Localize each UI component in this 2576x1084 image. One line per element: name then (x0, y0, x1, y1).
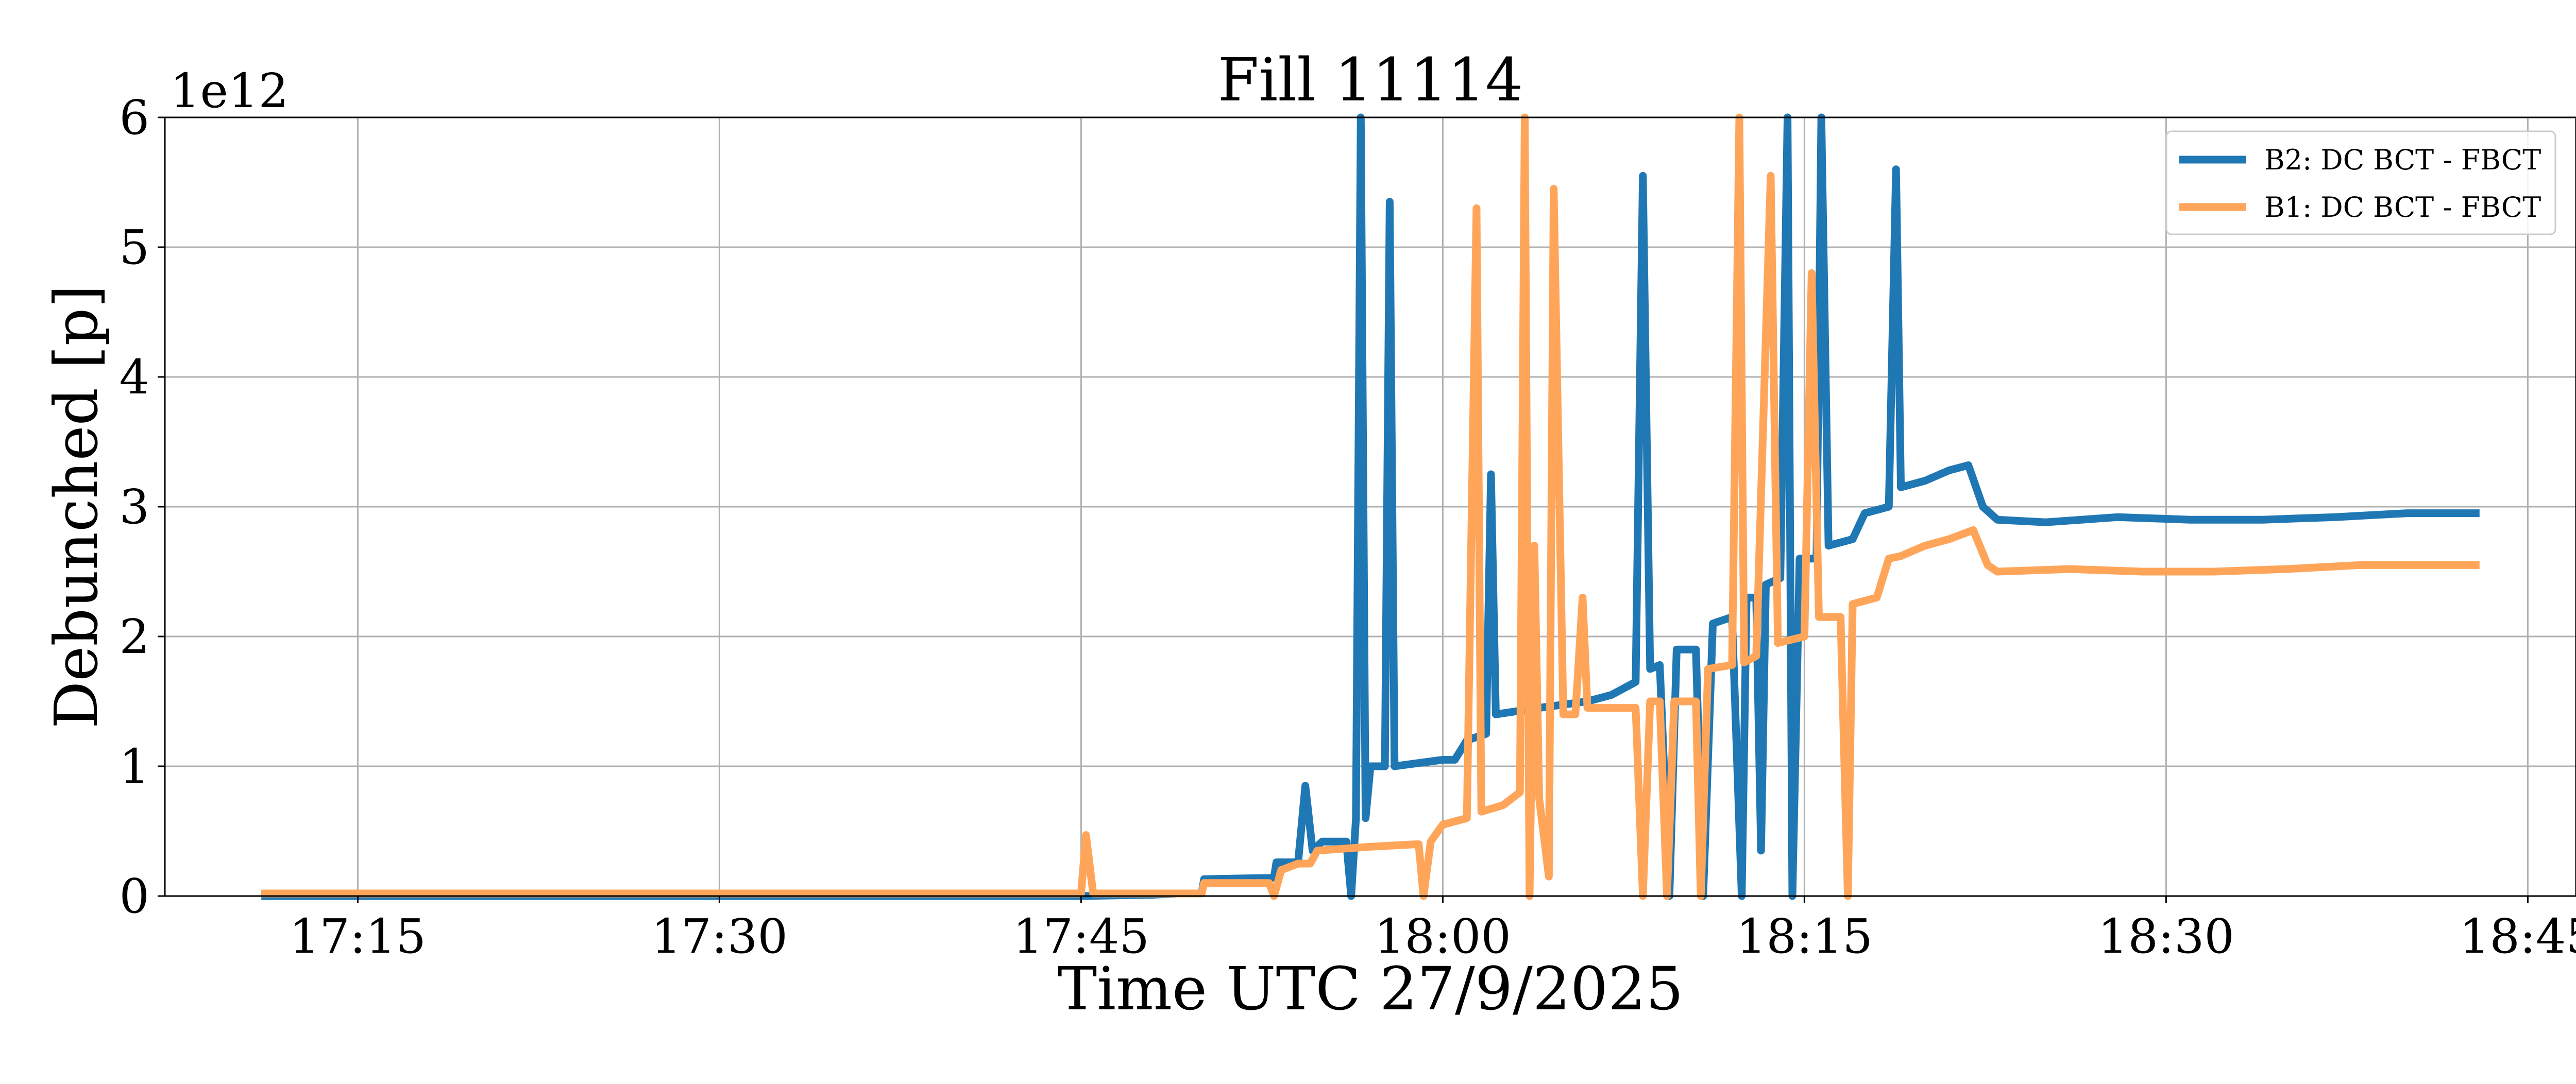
series-line-b1 (261, 113, 2480, 900)
x-tick-label: 17:45 (1013, 909, 1149, 964)
legend: B2: DC BCT - FBCT B1: DC BCT - FBCT (2165, 130, 2556, 235)
y-tick-label: 4 (119, 350, 149, 405)
legend-label: B2: DC BCT - FBCT (2264, 144, 2541, 176)
x-tick-label: 18:00 (1375, 909, 1511, 964)
y-tick-label: 1 (119, 739, 149, 794)
y-axis-label: Debunched [p] (42, 285, 111, 729)
x-tick-label: 17:15 (290, 909, 426, 964)
x-tick-label: 18:15 (1736, 909, 1873, 964)
x-tick-label: 18:30 (2098, 909, 2234, 964)
y-tick-label: 0 (119, 869, 149, 924)
x-tick-label: 17:30 (651, 909, 788, 964)
y-axis-offset-label: 1e12 (170, 63, 289, 118)
x-tick-label: 18:45 (2460, 909, 2576, 964)
y-tick-label: 2 (119, 609, 149, 664)
legend-box (2165, 130, 2556, 235)
legend-label: B1: DC BCT - FBCT (2264, 191, 2541, 223)
y-tick-label: 3 (119, 479, 149, 535)
chart-title: Fill 11114 (1218, 46, 1523, 115)
axis-ticks: 17:15 17:30 17:45 18:00 18:15 18:30 18:45 0 1 2 3 4… (119, 90, 2576, 964)
x-axis-label: Time UTC 27/9/2025 (1058, 955, 1684, 1024)
y-tick-label: 5 (119, 220, 149, 275)
y-tick-label: 6 (119, 90, 149, 145)
